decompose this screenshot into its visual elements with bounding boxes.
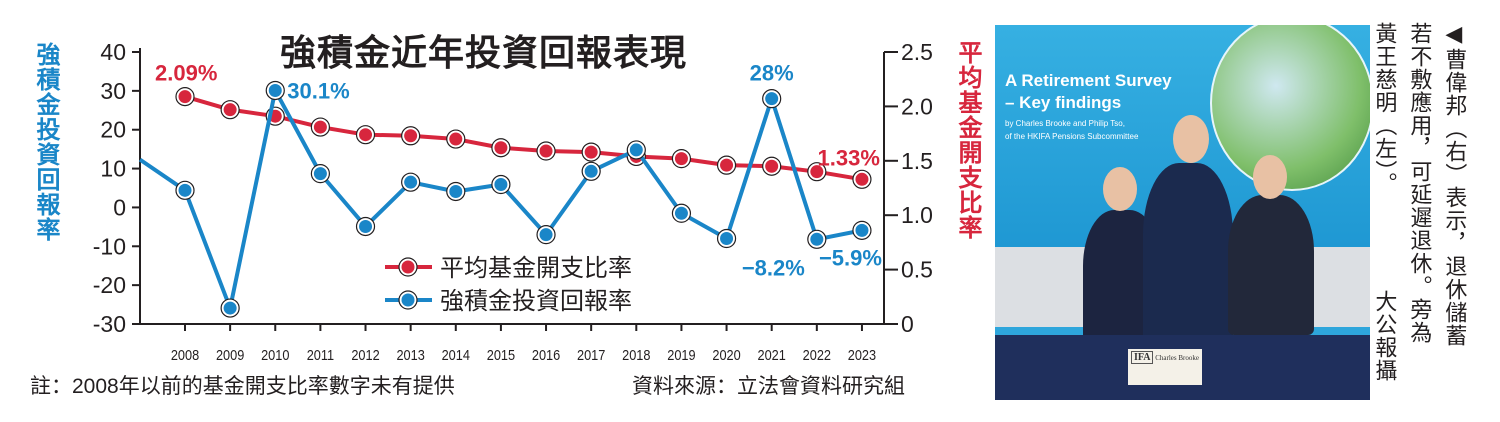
x-tick-label: 2012: [351, 346, 380, 363]
x-tick-label: 2014: [442, 346, 471, 363]
left-tick-label: 30: [100, 78, 126, 104]
data-point: [223, 103, 237, 117]
data-point: [765, 92, 779, 106]
left-tick-label: 10: [100, 156, 126, 182]
nameplate-logo: IFA: [1131, 351, 1154, 364]
left-axis-label: 強積金投資回報率: [32, 42, 59, 242]
slide-subtitle-2: of the HKIFA Pensions Subcommittee: [1005, 132, 1139, 141]
x-tick-label: 2010: [261, 346, 290, 363]
data-point: [765, 159, 779, 173]
x-tick-label: 2008: [171, 346, 200, 363]
x-tick-label: 2016: [532, 346, 561, 363]
data-point: [494, 141, 508, 155]
legend-label: 平均基金開支比率: [440, 255, 632, 282]
left-tick-label: 0: [113, 194, 126, 220]
data-label: 1.33%: [818, 145, 880, 170]
data-point: [810, 232, 824, 246]
data-label: −5.9%: [819, 245, 882, 270]
data-point: [855, 223, 869, 237]
x-tick-label: 2017: [577, 346, 606, 363]
x-tick-label: 2023: [848, 346, 877, 363]
right-tick-label: 1.5: [901, 148, 933, 174]
footnote: 註：2008年以前的基金開支比率數字未有提供: [30, 375, 455, 398]
x-tick-label: 2009: [216, 346, 245, 363]
data-point: [404, 129, 418, 143]
x-tick-label: 2020: [712, 346, 741, 363]
data-point: [674, 206, 688, 220]
data-point: [178, 183, 192, 197]
data-point: [539, 144, 553, 158]
person-right-head: [1253, 155, 1287, 199]
data-label: 30.1%: [287, 78, 349, 103]
person-center-head: [1173, 115, 1209, 163]
data-point: [584, 164, 598, 178]
data-point: [720, 232, 734, 246]
data-point: [359, 128, 373, 142]
data-point: [539, 228, 553, 242]
data-point: [178, 90, 192, 104]
data-point: [313, 120, 327, 134]
data-point: [810, 165, 824, 179]
nameplate: IFA Charles Brooke: [1128, 349, 1202, 385]
left-tick-label: -10: [93, 233, 126, 259]
caption-line-1: ◀曹偉邦（右）表示，退休儲蓄: [1442, 22, 1468, 347]
data-point: [313, 167, 327, 181]
data-point: [629, 143, 643, 157]
x-tick-label: 2019: [667, 346, 696, 363]
x-tick-label: 2013: [396, 346, 425, 363]
slide-title-1: A Retirement Survey: [1005, 71, 1172, 90]
photo: A Retirement Survey – Key findings by Ch…: [995, 25, 1370, 400]
slide-photo-circle: [1210, 25, 1370, 191]
data-label: −8.2%: [742, 255, 805, 280]
caption-line-3: 黃王慈明（左）。: [1372, 22, 1398, 195]
left-tick-label: 40: [100, 39, 126, 65]
legend-label: 強積金投資回報率: [440, 288, 632, 315]
slide-subtitle-1: by Charles Brooke and Philip Tso,: [1005, 119, 1125, 128]
data-point: [449, 184, 463, 198]
x-tick-label: 2021: [758, 346, 787, 363]
right-axis-label: 平均基金開支比率: [954, 40, 981, 240]
data-label: 28%: [750, 61, 794, 86]
right-tick-label: 0: [901, 311, 914, 337]
left-tick-label: -20: [93, 272, 126, 298]
data-point: [449, 132, 463, 146]
x-tick-label: 2015: [487, 346, 516, 363]
caption-line-2: 若不敷應用，可延遲退休。旁為: [1407, 22, 1433, 344]
person-left-head: [1103, 167, 1137, 211]
left-tick-label: 20: [100, 117, 126, 143]
right-tick-label: 2.0: [901, 93, 933, 119]
chart-title: 強積金近年投資回報表現: [280, 32, 688, 73]
data-point: [674, 152, 688, 166]
right-tick-label: 2.5: [901, 39, 933, 65]
data-label: 2.09%: [155, 61, 217, 86]
data-point: [359, 219, 373, 233]
x-tick-label: 2018: [622, 346, 651, 363]
person-center: [1143, 163, 1233, 343]
data-point: [720, 158, 734, 172]
legend-marker: [401, 293, 415, 307]
data-point: [494, 178, 508, 192]
left-tick-label: -30: [93, 311, 126, 337]
photo-credit: 大公報攝: [1372, 290, 1398, 382]
data-point: [404, 175, 418, 189]
data-point: [223, 301, 237, 315]
source-note: 資料來源：立法會資料研究組: [632, 375, 905, 398]
nameplate-name: Charles Brooke: [1155, 354, 1199, 362]
right-tick-label: 0.5: [901, 257, 933, 283]
x-tick-label: 2022: [803, 346, 832, 363]
data-point: [268, 83, 282, 97]
right-tick-label: 1.0: [901, 202, 933, 228]
x-tick-label: 2011: [307, 346, 335, 363]
data-point: [584, 145, 598, 159]
legend-marker: [401, 260, 415, 274]
person-right: [1228, 195, 1314, 335]
data-point: [855, 172, 869, 186]
slide-title-2: – Key findings: [1005, 93, 1122, 112]
